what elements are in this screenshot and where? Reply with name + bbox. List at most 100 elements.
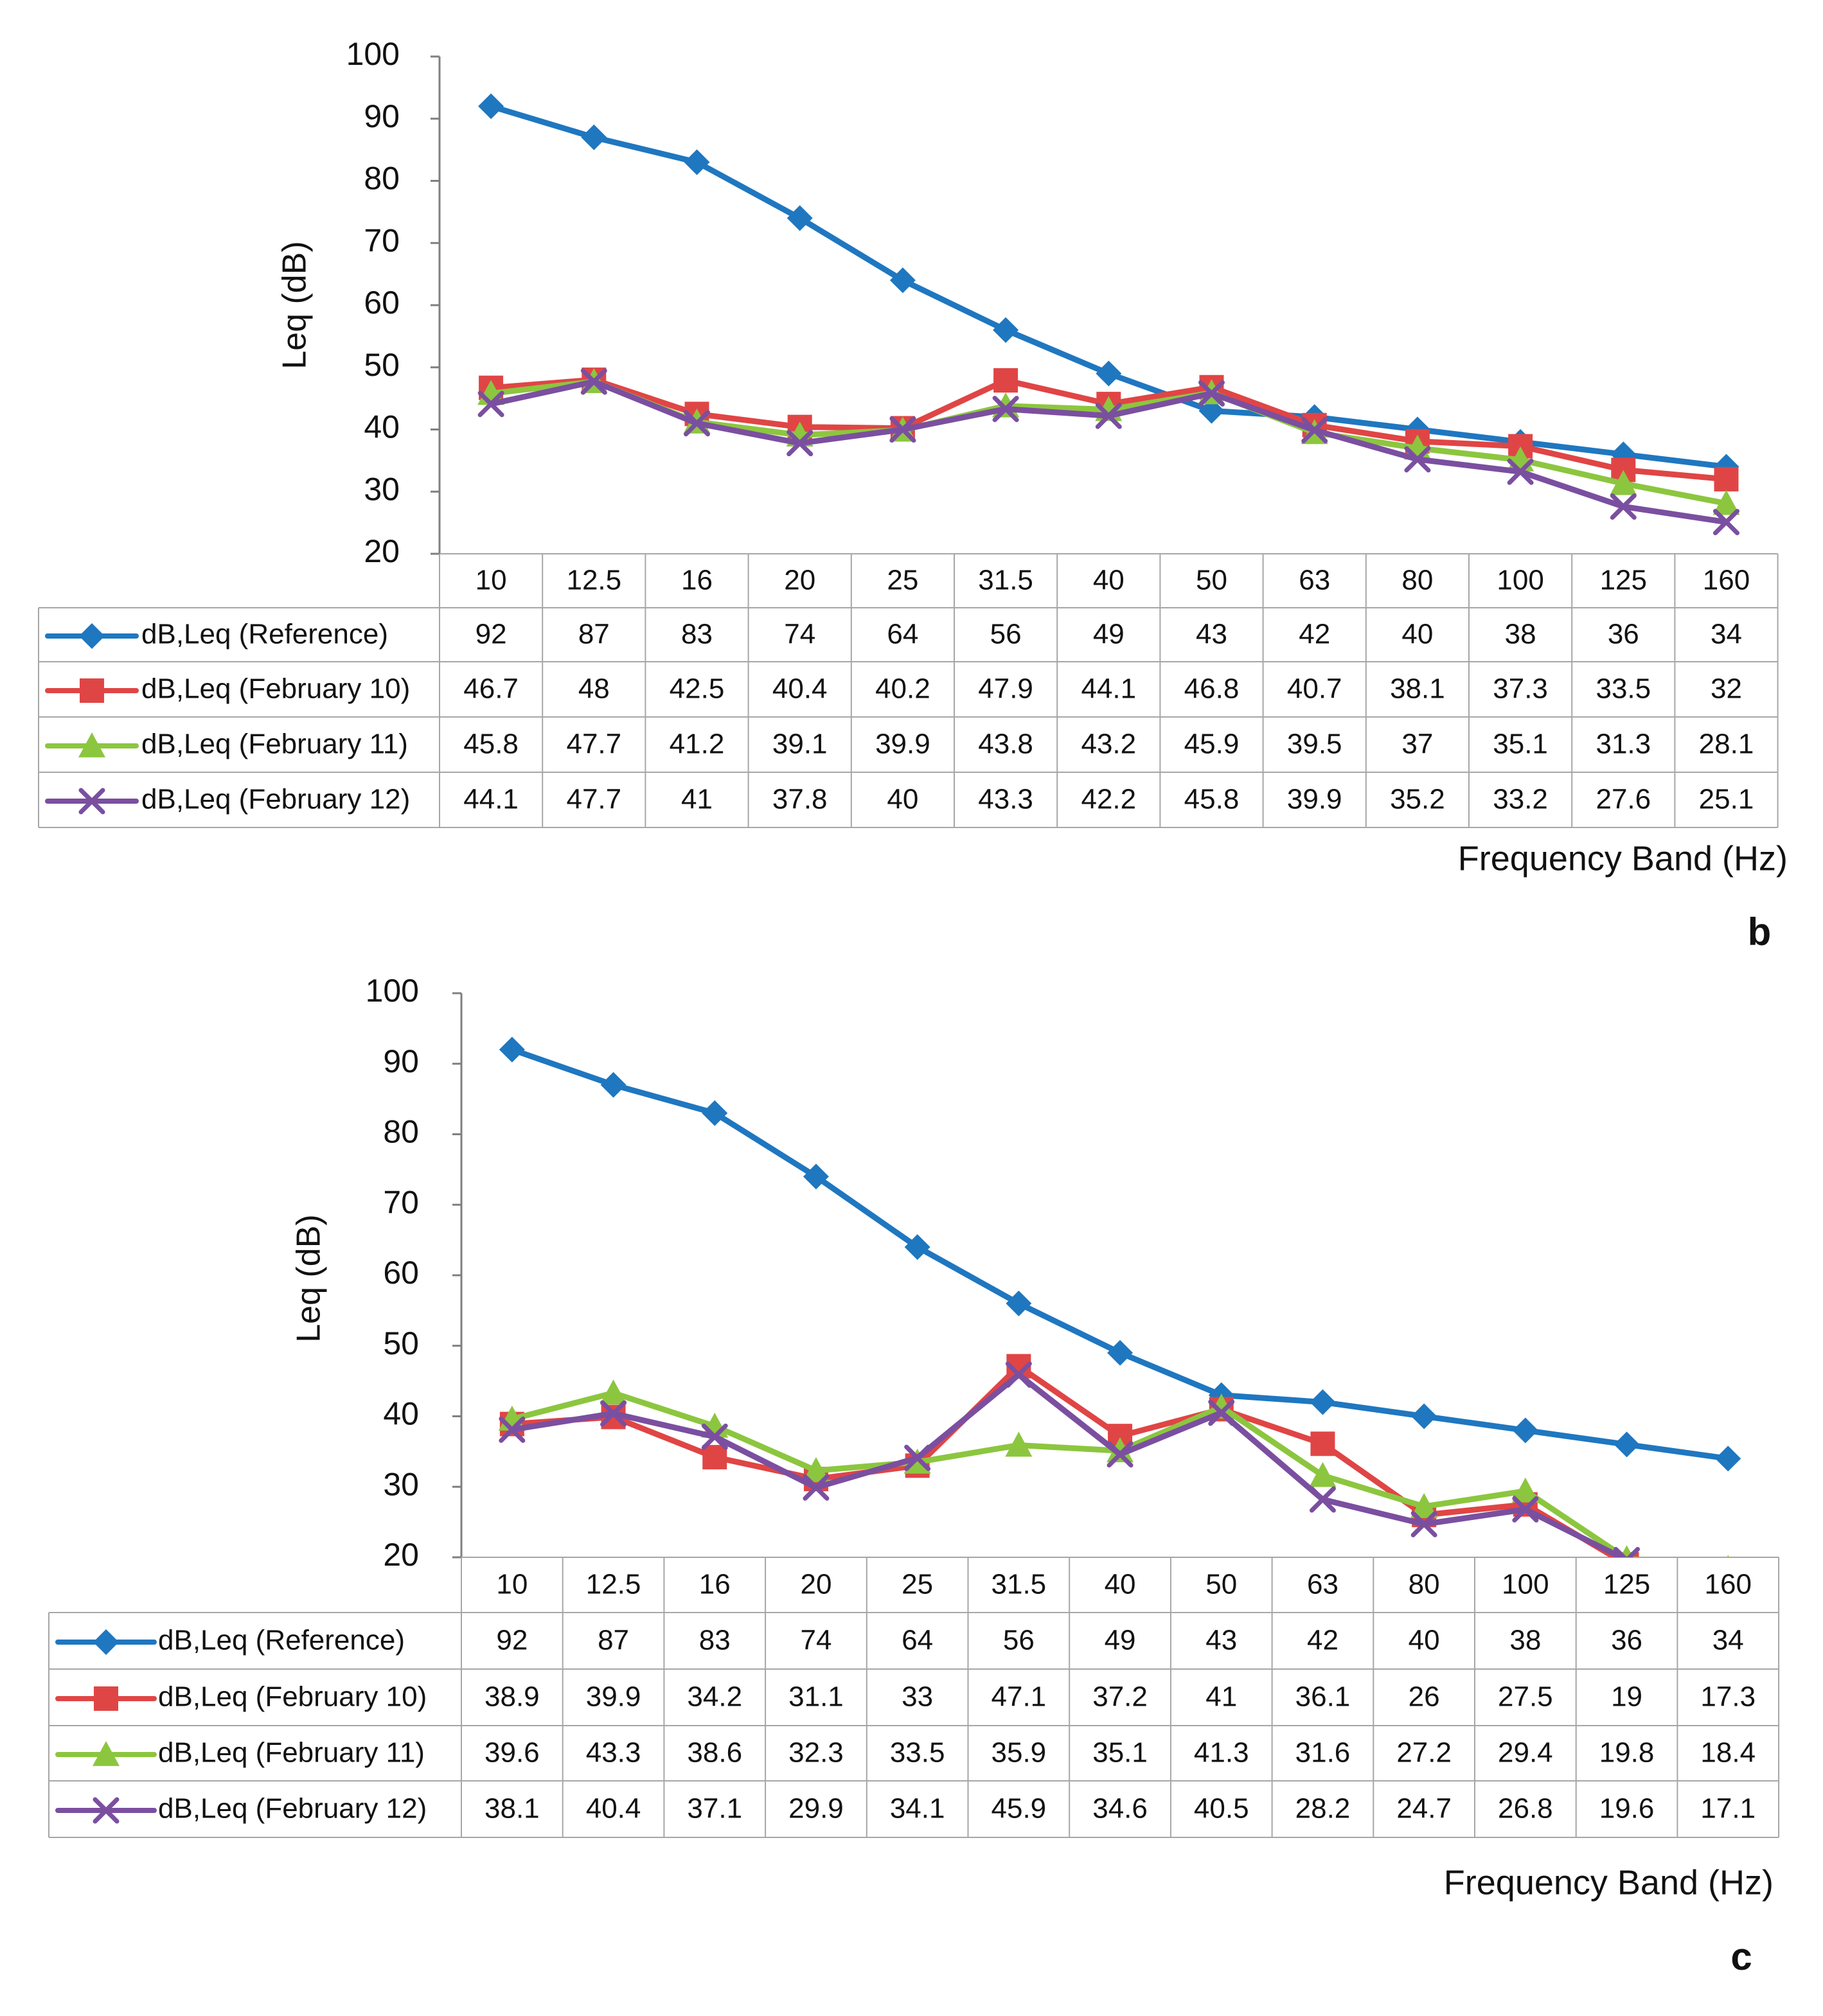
chart-c-data-cell: 27.5 [1498,1681,1553,1713]
chart-b-data-cell: 40.4 [772,673,828,705]
chart-c-data-point [1715,1446,1741,1472]
chart-b-data-cell: 47.7 [566,784,621,815]
chart-c-data-cell: 37.1 [687,1793,742,1825]
chart-b-legend-label: dB,Leq (February 12) [141,784,410,815]
chart-b-data-cell: 87 [578,619,610,650]
chart-b-data-cell: 37.3 [1493,673,1548,705]
chart-c-data-point-stroke-a [1614,1546,1628,1557]
chart-b-data-cell: 27.6 [1596,784,1651,815]
chart-b-legend-marker [80,678,104,703]
chart-c-data-point [1727,1555,1730,1557]
chart-c-data-point [1005,1361,1032,1388]
chart-c-data-cell: 19.8 [1599,1737,1655,1769]
chart-c-data-cell: 28.2 [1295,1793,1351,1825]
chart-c-data-point [1107,1441,1134,1468]
chart-b-data-point-stroke-b [1507,458,1534,485]
chart-b-data-cell: 48 [578,673,610,705]
chart-c-data-point [1511,1477,1539,1503]
chart-c-y-tick-label: 50 [383,1325,419,1361]
chart-c-data-point [1208,1399,1235,1426]
chart-b-data-point-stroke-b [1610,493,1637,520]
chart-b-data-point [1198,380,1225,407]
chart-c-legend-marker-group [93,1629,119,1655]
chart-c-data-point [1006,1290,1032,1316]
chart-c-data-cell: 24.7 [1396,1793,1452,1825]
chart-c-data-cell: 38.1 [485,1793,540,1825]
chart-c-data-point-stroke-b [701,1423,728,1450]
chart-c-y-tick-label: 70 [383,1184,419,1220]
chart-c-data-cell: 34.2 [687,1681,742,1713]
chart-b-legend-label: dB,Leq (Reference) [141,619,388,650]
chart-b-data-point [581,124,607,150]
chart-c-data-point [904,1444,931,1471]
chart-c-legend-marker [93,1741,120,1766]
chart-c-data-cell: 87 [598,1625,629,1656]
chart-b-data-cell: 43.2 [1081,729,1136,760]
chart-b-plot-area [477,93,1740,536]
chart-b-data-cell: 46.8 [1184,673,1240,705]
chart-c-x-category-label: 12.5 [586,1569,641,1600]
chart-c-data-cell: 36 [1611,1625,1642,1656]
chart-b-data-cell: 42.2 [1081,784,1136,815]
chart-b-legend-marker-stroke-b [78,788,105,815]
chart-c-data-point [600,1072,627,1098]
chart-b-data-cell: 44.1 [463,784,519,815]
chart-c-data-cell: 83 [699,1625,731,1656]
chart-b-y-tick-label: 30 [364,471,400,507]
chart-b-data-cell: 42.5 [670,673,725,705]
chart-b-data-point [684,410,710,437]
chart-b-y-tick-label: 20 [364,533,400,569]
chart-b-data-cell: 31.3 [1596,729,1651,760]
chart-b-data-cell: 35.2 [1390,784,1445,815]
chart-b-data-point [580,368,607,395]
chart-b-data-point-stroke-b [1198,380,1225,407]
chart-c-data-point [802,1457,830,1482]
chart-b-data-point [889,416,916,443]
chart-c-data-cell: 45.9 [992,1793,1047,1825]
chart-c-data-point [600,1379,627,1405]
chart-c-legend-marker-group [94,1686,118,1711]
chart-c-series-line [509,1047,1731,1462]
chart-c: 20 30 40 50 60 70 80 90 100 Leq (dB) 10 12.5 16 20 25 3… [48,973,1780,1978]
chart-c-data-cell: 29.4 [1498,1737,1553,1769]
chart-c-data-point [1614,1546,1641,1557]
chart-b-y-tick-label: 100 [346,36,400,72]
chart-c-series-line [509,1363,1621,1557]
chart-b-data-cell: 39.9 [1287,784,1342,815]
chart-b-data-cell: 28.1 [1699,729,1754,760]
chart-c-data-cell: 64 [902,1625,933,1656]
chart-b-data-cell: 44.1 [1081,673,1136,705]
chart-b-data-point [1198,398,1225,424]
chart-b-data-point-stroke-b [992,396,1019,423]
chart-c-data-cell: 34.6 [1092,1793,1148,1825]
chart-b-x-category-label: 63 [1299,565,1330,596]
chart-b-data-point [1095,402,1122,429]
chart-b-data-point-stroke-b [1301,416,1328,443]
chart-b-data-cell: 32 [1711,673,1742,705]
chart-c-legend-label: dB,Leq (February 10) [158,1681,427,1713]
chart-c-x-category-label: 31.5 [992,1569,1047,1600]
chart-c-legend-label: dB,Leq (February 12) [158,1793,427,1825]
chart-c-data-cell: 33 [902,1681,933,1713]
chart-b-data-point [684,149,710,175]
chart-b-data-point [1610,493,1637,520]
chart-b-data-cell: 33.2 [1493,784,1548,815]
chart-c-data-point [1207,1393,1235,1419]
chart-b-data-point [1096,360,1122,387]
chart-c-data-cell: 17.3 [1700,1681,1756,1713]
chart-c-data-cell: 35.1 [1092,1737,1148,1769]
chart-c-panel-letter: c [1730,1935,1752,1978]
chart-b-data-point [787,430,814,457]
chart-c-data-point-stroke-b [1410,1510,1437,1537]
chart-c-y-tick-label: 100 [366,973,419,1009]
chart-c-data-point [803,1163,829,1190]
chart-b-legend-marker [79,623,105,649]
chart-b-x-category-label: 16 [681,565,713,596]
chart-b-data-point [1712,490,1740,515]
chart-b-x-category-label: 12.5 [566,565,621,596]
chart-c-y-tick-label: 80 [383,1114,419,1150]
chart-c-data-cell: 74 [800,1625,831,1656]
chart-b-data-cell: 40 [1401,619,1433,650]
chart-b-data-cell: 34 [1711,619,1742,650]
chart-b-x-category-label: 40 [1093,565,1125,596]
